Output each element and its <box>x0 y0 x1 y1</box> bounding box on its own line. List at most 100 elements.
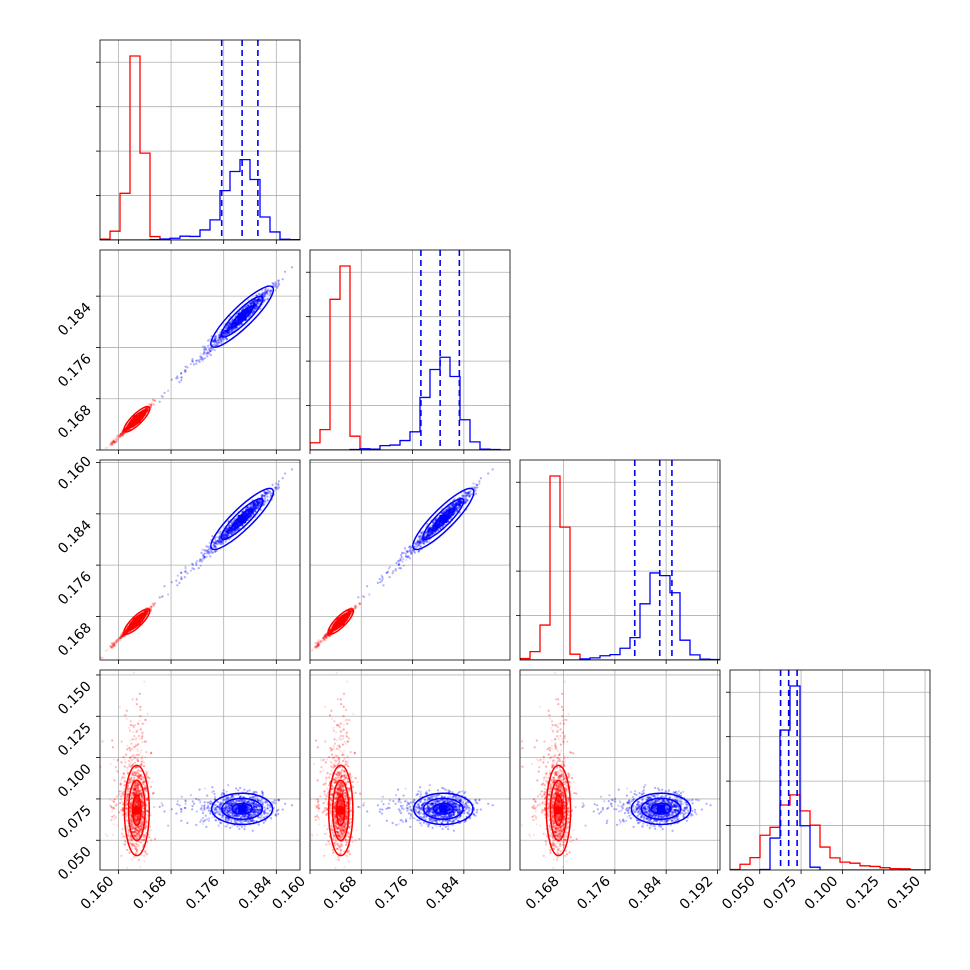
scatter-point <box>195 362 198 365</box>
scatter-point <box>129 422 132 425</box>
scatter-point <box>115 434 119 437</box>
scatter-point <box>125 426 128 430</box>
scatter-point <box>131 423 134 427</box>
scatter-point <box>123 432 126 435</box>
scatter-point <box>191 358 194 361</box>
scatter-point <box>145 407 148 410</box>
scatter-point <box>124 427 127 430</box>
scatter-point <box>274 281 277 284</box>
scatter-point <box>145 408 148 412</box>
scatter-point <box>225 338 228 341</box>
scatter-point <box>142 412 145 415</box>
scatter-point <box>99 455 101 457</box>
scatter-point <box>101 451 103 453</box>
scatter-point <box>109 441 113 444</box>
panel-frame <box>99 39 301 241</box>
scatter-point <box>114 440 117 443</box>
scatter-point <box>125 427 128 430</box>
scatter-point <box>130 423 133 426</box>
scatter-point <box>125 428 128 431</box>
scatter-point <box>141 411 144 414</box>
scatter-point <box>149 405 153 408</box>
scatter-point <box>128 424 132 427</box>
scatter-point <box>266 298 269 301</box>
scatter-point <box>95 458 97 460</box>
scatter-point <box>141 411 145 414</box>
scatter-point <box>124 428 127 432</box>
scatter-point <box>151 398 154 401</box>
scatter-point <box>129 423 132 426</box>
scatter-point <box>125 428 128 431</box>
scatter-point <box>141 411 144 414</box>
scatter-point <box>115 440 118 443</box>
scatter-point <box>126 428 129 431</box>
scatter-point <box>118 436 121 439</box>
scatter-point <box>120 433 123 436</box>
scatter-point <box>125 428 128 431</box>
scatter-point <box>118 434 121 437</box>
scatter-point <box>129 424 132 427</box>
scatter-point <box>144 408 147 411</box>
scatter-point <box>113 441 116 444</box>
scatter-point <box>121 431 125 434</box>
scatter-point <box>112 439 115 442</box>
scatter-point <box>111 442 114 446</box>
scatter-point <box>125 428 128 431</box>
scatter-point <box>208 347 211 351</box>
scatter-point <box>112 440 115 443</box>
scatter-point <box>130 423 133 426</box>
scatter-point <box>119 433 122 436</box>
scatter-point <box>111 440 114 443</box>
scatter-point <box>125 426 128 430</box>
scatter-point <box>111 440 114 443</box>
scatter-point <box>127 428 130 431</box>
scatter-point <box>167 389 170 392</box>
scatter-point <box>152 403 155 406</box>
scatter-point <box>113 441 116 444</box>
scatter-point <box>145 409 148 412</box>
scatter-point <box>121 432 124 435</box>
scatter-point <box>148 403 151 406</box>
scatter-point <box>141 414 144 417</box>
scatter-point <box>276 286 279 289</box>
scatter-point <box>146 407 149 410</box>
scatter-point <box>109 443 112 446</box>
scatter-point <box>118 433 122 436</box>
scatter-point <box>142 411 145 414</box>
scatter-point <box>119 435 122 438</box>
scatter-point <box>126 427 129 430</box>
scatter-point <box>121 434 124 437</box>
scatter-point <box>119 435 122 438</box>
scatter-point <box>141 413 144 416</box>
scatter-point <box>130 424 133 427</box>
scatter-point <box>112 438 115 441</box>
scatter-point <box>142 411 145 414</box>
scatter-point <box>147 407 150 410</box>
scatter-point <box>140 412 143 415</box>
scatter-point <box>128 424 131 428</box>
scatter-point <box>142 411 145 414</box>
scatter-point <box>130 424 133 427</box>
scatter-point <box>259 307 262 310</box>
scatter-point <box>125 426 128 429</box>
scatter-point <box>121 430 124 433</box>
scatter-point <box>141 411 144 414</box>
scatter-point <box>129 424 132 428</box>
scatter-point <box>113 441 116 444</box>
scatter-point <box>150 403 153 406</box>
scatter-point <box>127 428 130 431</box>
density-peak <box>132 415 141 424</box>
scatter-point <box>129 424 133 427</box>
scatter-point <box>160 394 163 397</box>
scatter-point <box>145 408 148 411</box>
scatter-point <box>141 411 145 415</box>
scatter-point <box>223 338 226 341</box>
scatter-point <box>118 434 121 437</box>
scatter-point <box>111 442 114 446</box>
scatter-point <box>150 404 153 407</box>
scatter-point <box>110 443 113 446</box>
scatter-point <box>121 431 124 434</box>
scatter-point <box>112 440 115 444</box>
scatter-point <box>116 438 119 441</box>
histogram-series-0 <box>100 55 300 240</box>
